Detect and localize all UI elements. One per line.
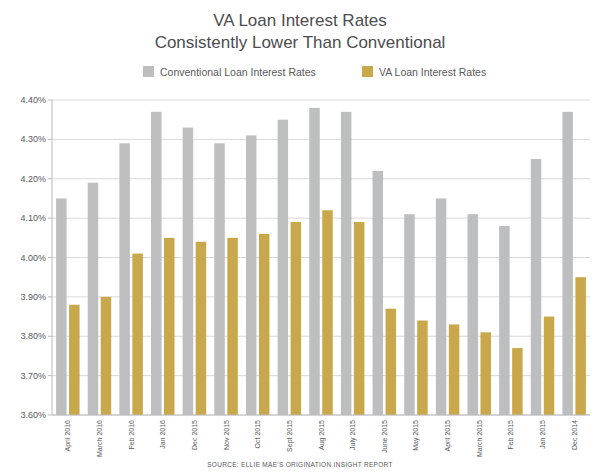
bar xyxy=(69,305,80,415)
bar xyxy=(291,222,302,415)
x-tick-label: Jan 2016 xyxy=(159,420,166,449)
x-tick-label: April 2016 xyxy=(64,420,72,452)
x-tick-label: July 2015 xyxy=(349,420,357,450)
x-tick-label: Nov 2015 xyxy=(223,420,230,450)
bar xyxy=(480,332,491,415)
y-tick-label: 3.60% xyxy=(20,410,46,420)
x-tick-label: June 2015 xyxy=(381,420,388,453)
bar xyxy=(544,317,555,415)
x-tick-label: Aug 2015 xyxy=(318,420,326,450)
legend: Conventional Loan Interest Rates VA Loan … xyxy=(143,66,486,78)
legend-label: Conventional Loan Interest Rates xyxy=(160,66,316,78)
bar xyxy=(449,324,460,415)
x-tick-label: Feb 2015 xyxy=(507,420,514,450)
bar xyxy=(88,183,99,415)
y-axis xyxy=(52,100,53,415)
y-tick xyxy=(48,139,52,140)
bar xyxy=(259,234,270,415)
bar xyxy=(227,238,238,415)
bar xyxy=(512,348,523,415)
bar xyxy=(373,171,384,415)
y-tick xyxy=(48,257,52,258)
bar xyxy=(404,214,415,415)
y-tick-label: 3.80% xyxy=(20,331,46,341)
y-tick-label: 4.40% xyxy=(20,95,46,105)
bar xyxy=(499,226,510,415)
bar xyxy=(341,112,352,415)
bar xyxy=(56,198,67,415)
y-tick-label: 3.90% xyxy=(20,292,46,302)
x-labels: April 2016 March 2016 Feb 2016 Jan 2016 Dec … xyxy=(64,420,577,457)
grid-line xyxy=(52,178,590,179)
bar xyxy=(132,254,143,415)
y-tick xyxy=(48,100,52,101)
x-tick-label: Oct 2015 xyxy=(254,420,261,449)
legend-label: VA Loan Interest Rates xyxy=(379,66,486,78)
bar xyxy=(151,112,162,415)
bar xyxy=(196,242,207,415)
x-tick-label: Jan 2015 xyxy=(539,420,546,449)
title: VA Loan Interest Rates xyxy=(213,11,387,30)
bar xyxy=(417,321,428,416)
x-axis xyxy=(52,415,590,416)
bar xyxy=(278,120,289,415)
y-tick xyxy=(48,375,52,376)
legend-swatch xyxy=(362,66,373,77)
bar xyxy=(467,214,478,415)
bar xyxy=(386,309,397,415)
grid-line xyxy=(52,415,590,416)
x-tick-label: March 2016 xyxy=(96,420,103,457)
chart: VA Loan Interest Rates Consistently Lower… xyxy=(0,0,600,473)
grid-line xyxy=(52,139,590,140)
grid: 3.60% 3.70% 3.80% 3.90% 4.00% 4.10% 4.20% 4.30%… xyxy=(20,95,590,420)
bar xyxy=(309,108,320,415)
bars xyxy=(56,108,586,415)
x-tick-label: April 2015 xyxy=(444,420,452,452)
x-tick-label: Sept 2015 xyxy=(286,420,294,452)
y-tick xyxy=(48,336,52,337)
bar xyxy=(531,159,542,415)
bar xyxy=(101,297,112,415)
bar xyxy=(354,222,365,415)
bar xyxy=(246,135,256,415)
source-note: SOURCE: ELLIE MAE'S ORIGINATION INSIGHT … xyxy=(207,461,393,468)
y-tick xyxy=(48,415,52,416)
x-tick-label: Dec 2014 xyxy=(571,420,578,450)
grid-line xyxy=(52,100,590,101)
y-tick-label: 4.20% xyxy=(20,174,46,184)
x-tick-label: March 2015 xyxy=(476,420,483,457)
y-tick xyxy=(48,296,52,297)
y-tick-label: 4.00% xyxy=(20,253,46,263)
bar xyxy=(322,210,333,415)
legend-swatch xyxy=(143,66,154,77)
y-tick xyxy=(48,178,52,179)
bar xyxy=(214,143,225,415)
bar xyxy=(119,143,130,415)
bar xyxy=(183,128,194,415)
y-tick-label: 4.10% xyxy=(20,213,46,223)
bar xyxy=(562,112,573,415)
y-tick-label: 4.30% xyxy=(20,134,46,144)
bar xyxy=(436,198,447,415)
y-tick-label: 3.70% xyxy=(20,371,46,381)
bar xyxy=(575,277,586,415)
x-tick-label: May 2015 xyxy=(412,420,420,451)
subtitle: Consistently Lower Than Conventional xyxy=(155,33,446,52)
bar xyxy=(164,238,175,415)
x-tick-label: Feb 2016 xyxy=(128,420,135,450)
y-tick xyxy=(48,218,52,219)
grid-line xyxy=(52,218,590,219)
x-tick-label: Dec 2015 xyxy=(191,420,198,450)
